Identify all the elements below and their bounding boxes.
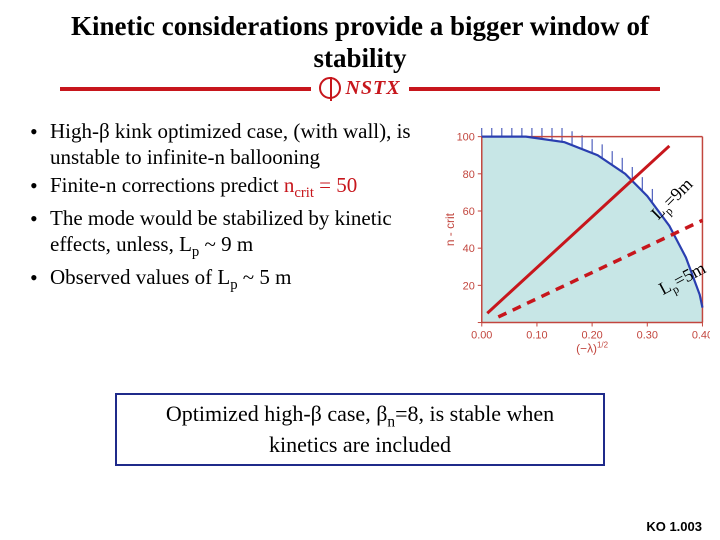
svg-text:0.30: 0.30	[636, 329, 657, 341]
nstx-logo: NSTX	[319, 77, 400, 100]
slide-title: Kinetic considerations provide a bigger …	[0, 0, 720, 75]
title-divider: NSTX	[0, 77, 720, 100]
svg-text:100: 100	[456, 131, 474, 143]
divider-left	[60, 87, 311, 89]
svg-text:60: 60	[462, 206, 474, 218]
conclusion-box: Optimized high-β case, βn=8, is stable w…	[115, 393, 605, 466]
content-row: High-β kink optimized case, (with wall),…	[0, 118, 720, 358]
bullet-1: High-β kink optimized case, (with wall),…	[30, 118, 438, 171]
chart-svg: 204060801000.000.100.200.300.40n - crit(…	[442, 128, 710, 358]
svg-text:0.40: 0.40	[691, 329, 710, 341]
svg-text:40: 40	[462, 243, 474, 255]
svg-text:80: 80	[462, 169, 474, 181]
bullet-list: High-β kink optimized case, (with wall),…	[30, 118, 438, 358]
bullet-3: The mode would be stabilized by kinetic …	[30, 205, 438, 262]
bullet-4: Observed values of Lp ~ 5 m	[30, 264, 438, 295]
bullet-2: Finite-n corrections predict ncrit = 50	[30, 172, 438, 203]
logo-ring-icon	[319, 77, 341, 99]
ncrit-chart: 204060801000.000.100.200.300.40n - crit(…	[442, 128, 710, 358]
svg-text:0.00: 0.00	[471, 329, 492, 341]
svg-text:n - crit: n - crit	[443, 212, 457, 246]
svg-text:20: 20	[462, 280, 474, 292]
svg-text:0.10: 0.10	[526, 329, 547, 341]
svg-text:(−λ)1/2: (−λ)1/2	[576, 340, 608, 355]
footer-code: KO 1.003	[646, 519, 702, 534]
divider-right	[409, 87, 660, 89]
logo-text: NSTX	[345, 77, 400, 100]
